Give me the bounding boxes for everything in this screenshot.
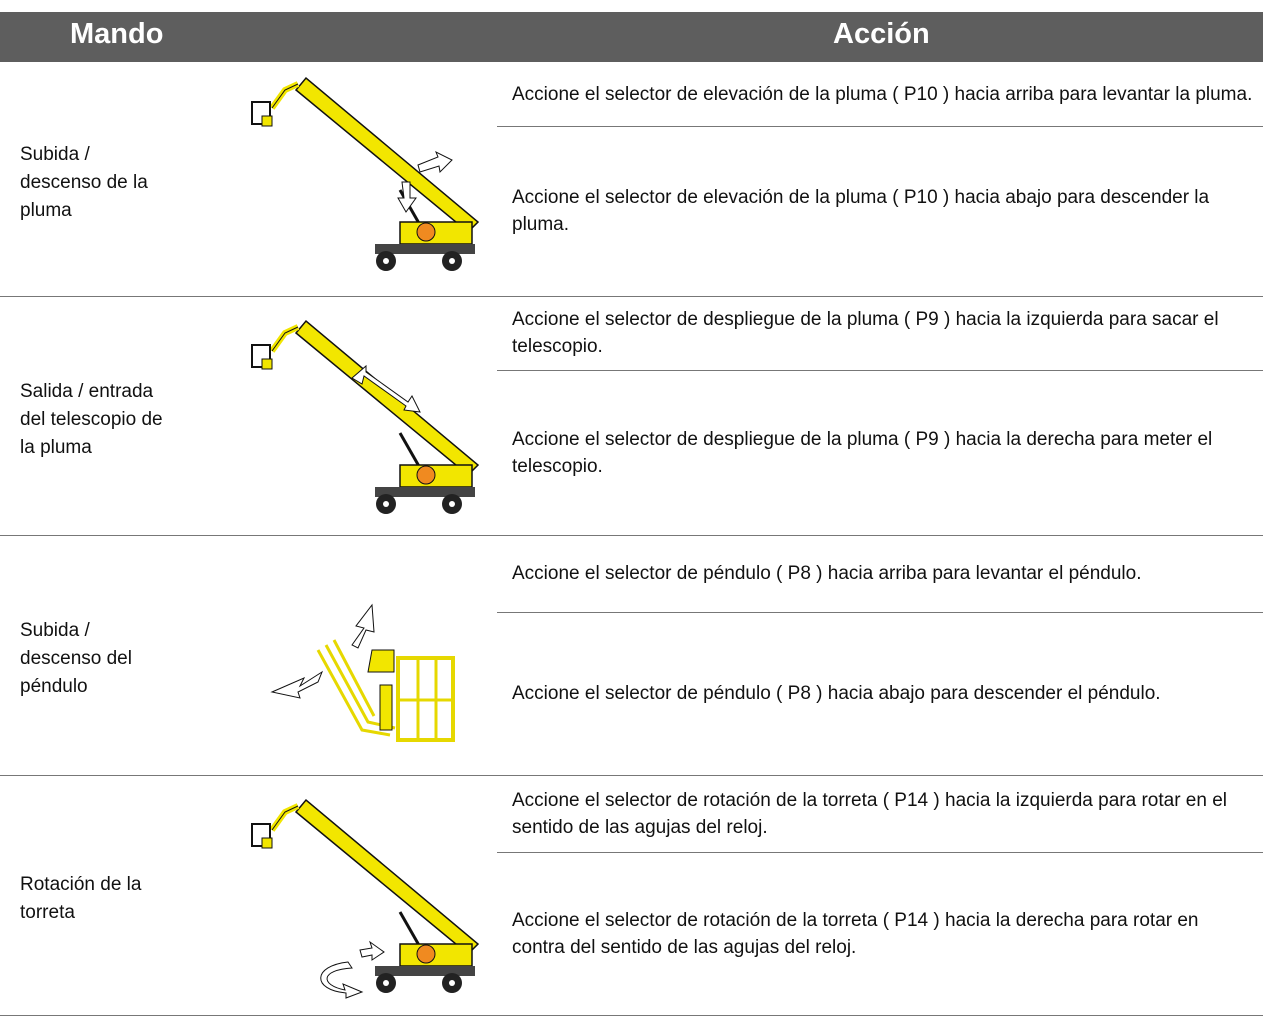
arrow-telescope	[351, 364, 421, 413]
lift-illustration	[252, 321, 478, 514]
action-text: Accione el selector de péndulo ( P8 ) ha…	[497, 535, 1263, 613]
action-text: Accione el selector de péndulo ( P8 ) ha…	[512, 683, 1161, 704]
action-text: Accione el selector de despliegue de la …	[512, 428, 1213, 477]
table-header: Mando Acción	[0, 12, 1263, 62]
action-text: Accione el selector de despliegue de la …	[497, 296, 1263, 371]
action-text: Accione el selector de rotación de la to…	[512, 909, 1199, 958]
control-line: descenso de la	[20, 172, 148, 193]
lift-illustration	[252, 78, 478, 271]
table-row: Subida / descenso de la pluma Accione el se…	[0, 62, 1263, 297]
table-row: Salida / entrada del telescopio de la plum…	[0, 296, 1263, 536]
control-line: Salida / entrada	[20, 380, 154, 402]
arrow-rotate	[320, 961, 364, 999]
arrow-right	[359, 940, 385, 961]
control-line: Subida /	[20, 620, 90, 641]
arrow-up	[417, 150, 453, 174]
arrow-up	[351, 603, 375, 649]
table-row: Subida / descenso del péndulo Accione el se…	[0, 535, 1263, 776]
control-line: del telescopio de	[20, 408, 163, 430]
header-action: Acción	[833, 18, 930, 50]
control-label: Salida / entrada del telescopio de la plum…	[20, 378, 163, 462]
control-line: la pluma	[20, 436, 92, 458]
action-text: Accione el selector de elevación de la p…	[497, 62, 1263, 127]
control-line: Subida /	[20, 144, 90, 165]
lift-illustration	[252, 800, 478, 993]
control-label: Rotación de la torreta	[20, 871, 141, 927]
control-line: descenso del	[20, 648, 132, 669]
arrow-down	[397, 181, 417, 213]
action-text: Accione el selector de elevación de la p…	[512, 187, 1210, 235]
header-control: Mando	[70, 18, 164, 50]
pendulum-illustration	[316, 639, 455, 742]
control-line: torreta	[20, 902, 75, 923]
table-row: Rotación de la torreta Accione el selector…	[0, 775, 1263, 1016]
arrow-down	[270, 670, 324, 699]
control-line: péndulo	[20, 676, 88, 697]
action-text: Accione el selector de rotación de la to…	[497, 775, 1263, 853]
control-line: Rotación de la	[20, 874, 142, 895]
control-label: Subida / descenso de la pluma	[20, 141, 148, 225]
control-label: Subida / descenso del péndulo	[20, 617, 132, 701]
control-line: pluma	[20, 200, 72, 221]
